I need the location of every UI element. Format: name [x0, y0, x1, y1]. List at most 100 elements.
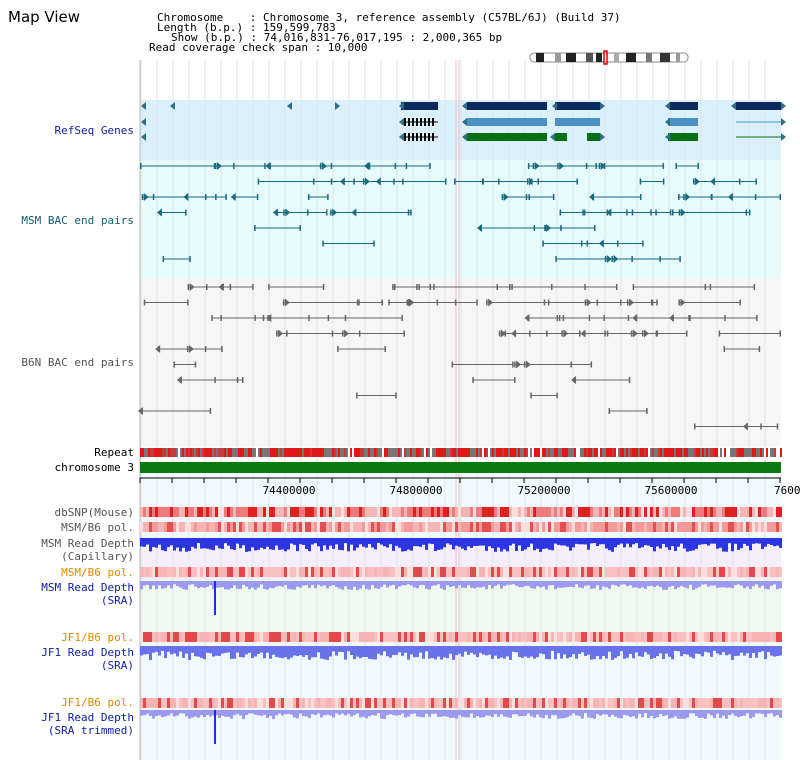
depth-bar[interactable] — [344, 538, 347, 544]
depth-bar[interactable] — [773, 646, 776, 657]
depth-bar[interactable] — [548, 538, 551, 550]
repeat-segment[interactable] — [654, 448, 656, 457]
heat-cell[interactable] — [593, 522, 596, 532]
heat-cell[interactable] — [488, 507, 491, 517]
repeat-segment[interactable] — [564, 448, 566, 457]
repeat-segment[interactable] — [206, 448, 208, 457]
depth-bar[interactable] — [461, 538, 464, 549]
depth-bar[interactable] — [563, 581, 566, 588]
depth-bar[interactable] — [371, 710, 374, 715]
depth-bar[interactable] — [578, 538, 581, 545]
depth-bar[interactable] — [737, 538, 740, 550]
heat-cell[interactable] — [662, 522, 665, 532]
heat-cell[interactable] — [359, 567, 362, 577]
depth-bar[interactable] — [614, 646, 617, 658]
heat-cell[interactable] — [728, 567, 731, 577]
depth-bar[interactable] — [701, 581, 704, 585]
heat-cell[interactable] — [197, 522, 200, 532]
depth-bar[interactable] — [653, 538, 656, 552]
heat-cell[interactable] — [575, 522, 578, 532]
depth-bar[interactable] — [272, 581, 275, 589]
depth-spike[interactable] — [214, 710, 216, 744]
repeat-segment[interactable] — [754, 448, 756, 457]
heat-cell[interactable] — [692, 632, 695, 642]
heat-cell[interactable] — [761, 507, 764, 517]
heat-cell[interactable] — [776, 698, 779, 708]
depth-bar[interactable] — [410, 581, 413, 586]
depth-bar[interactable] — [710, 710, 713, 716]
bac-end-tick[interactable] — [723, 346, 726, 352]
heat-cell[interactable] — [158, 632, 161, 642]
heat-cell[interactable] — [281, 507, 284, 517]
depth-bar[interactable] — [374, 710, 377, 716]
heat-cell[interactable] — [296, 567, 299, 577]
heat-cell[interactable] — [182, 507, 185, 517]
heat-cell[interactable] — [752, 507, 755, 517]
bac-end-marker[interactable] — [143, 193, 149, 201]
heat-cell[interactable] — [167, 698, 170, 708]
heat-tracks[interactable] — [140, 507, 782, 708]
repeat-segment[interactable] — [758, 448, 760, 457]
heat-cell[interactable] — [302, 522, 305, 532]
depth-bar[interactable] — [332, 646, 335, 652]
heat-cell[interactable] — [290, 632, 293, 642]
repeat-segment[interactable] — [350, 448, 352, 457]
bac-end-tick[interactable] — [593, 225, 596, 231]
gene-block[interactable] — [467, 118, 547, 126]
heat-cell[interactable] — [167, 632, 170, 642]
repeat-segment[interactable] — [326, 448, 328, 457]
heat-cell[interactable] — [143, 698, 146, 708]
depth-bar[interactable] — [500, 581, 503, 589]
heat-cell[interactable] — [686, 507, 689, 517]
heat-cell[interactable] — [215, 522, 218, 532]
depth-bar[interactable] — [671, 710, 674, 718]
heat-cell[interactable] — [728, 507, 731, 517]
heat-cell[interactable] — [656, 507, 659, 517]
repeat-segment[interactable] — [436, 448, 438, 457]
depth-bar[interactable] — [350, 581, 353, 590]
heat-cell[interactable] — [419, 567, 422, 577]
heat-cell[interactable] — [479, 567, 482, 577]
heat-cell[interactable] — [332, 698, 335, 708]
depth-bar[interactable] — [284, 646, 287, 658]
depth-bar[interactable] — [245, 710, 248, 715]
depth-bar[interactable] — [488, 581, 491, 585]
repeat-segment[interactable] — [140, 448, 142, 457]
heat-cell[interactable] — [632, 507, 635, 517]
repeat-segment[interactable] — [256, 448, 258, 457]
heat-cell[interactable] — [287, 567, 290, 577]
repeat-segment[interactable] — [674, 448, 676, 457]
heat-cell[interactable] — [569, 698, 572, 708]
depth-bar[interactable] — [749, 538, 752, 551]
heat-cell[interactable] — [446, 522, 449, 532]
heat-cell[interactable] — [380, 567, 383, 577]
repeat-segment[interactable] — [636, 448, 638, 457]
depth-bar[interactable] — [287, 581, 290, 589]
heat-cell[interactable] — [602, 698, 605, 708]
repeat-segment[interactable] — [422, 448, 424, 457]
heat-cell[interactable] — [629, 522, 632, 532]
heat-cell[interactable] — [284, 632, 287, 642]
depth-bar[interactable] — [725, 538, 728, 552]
depth-bar[interactable] — [500, 646, 503, 658]
heat-cell[interactable] — [410, 507, 413, 517]
depth-bar[interactable] — [566, 538, 569, 547]
depth-bar[interactable] — [449, 538, 452, 545]
depth-bar[interactable] — [257, 646, 260, 655]
heat-cell[interactable] — [290, 567, 293, 577]
depth-bar[interactable] — [467, 646, 470, 655]
depth-bar[interactable] — [473, 538, 476, 546]
depth-bar[interactable] — [176, 538, 179, 548]
bac-end-tick[interactable] — [185, 209, 187, 216]
heat-cell[interactable] — [227, 522, 230, 532]
depth-bar[interactable] — [245, 538, 248, 552]
heat-cell[interactable] — [179, 507, 182, 517]
heat-cell[interactable] — [230, 522, 233, 532]
depth-bar[interactable] — [635, 646, 638, 653]
depth-bar[interactable] — [620, 646, 623, 652]
gene-block[interactable] — [736, 102, 781, 110]
heat-cell[interactable] — [353, 567, 356, 577]
depth-bar[interactable] — [371, 646, 374, 660]
bac-end-marker[interactable] — [284, 298, 290, 307]
heat-cell[interactable] — [350, 698, 353, 708]
